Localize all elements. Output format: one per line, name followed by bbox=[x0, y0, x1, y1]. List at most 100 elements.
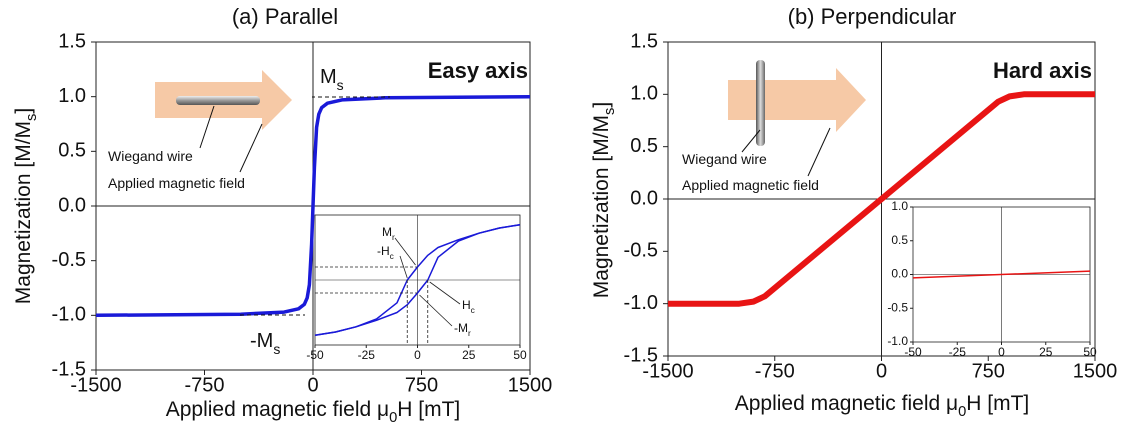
x-tick-label: 25 bbox=[462, 348, 476, 362]
y-tick-label: 0.0 bbox=[58, 194, 86, 216]
annotation: Hc bbox=[462, 298, 475, 315]
y-tick-label: 1.0 bbox=[891, 199, 908, 213]
annotation: Applied magnetic field bbox=[682, 177, 819, 193]
legend-label: Hard axis bbox=[993, 58, 1092, 83]
text-part: Applied magnetic field μ bbox=[166, 398, 389, 421]
x-tick-label: -750 bbox=[184, 374, 224, 396]
x-tick-label: -25 bbox=[949, 345, 967, 359]
pointer bbox=[419, 294, 453, 327]
x-tick-label: 750 bbox=[972, 360, 1005, 382]
y-tick-label: 1.5 bbox=[58, 30, 86, 52]
text-part: s bbox=[24, 114, 40, 121]
x-tick-label: -25 bbox=[358, 348, 376, 362]
pointer bbox=[429, 281, 461, 305]
series-group bbox=[95, 94, 531, 318]
text-part: H [mT] bbox=[397, 398, 460, 421]
annotation: Wiegand wire bbox=[682, 151, 767, 167]
text-part: 0 bbox=[389, 410, 397, 426]
pointer bbox=[399, 255, 408, 279]
wire bbox=[756, 60, 765, 146]
annotation: Applied magnetic field bbox=[108, 175, 245, 191]
data-line bbox=[912, 270, 1091, 279]
y-tick-label: 1.0 bbox=[58, 85, 86, 107]
text-part: Wiegand wire bbox=[108, 148, 193, 164]
sketch-parallel bbox=[155, 70, 292, 173]
y-tick-label: 1.5 bbox=[630, 30, 658, 52]
text-part: c bbox=[471, 305, 475, 315]
pointer bbox=[239, 123, 263, 173]
text-part: c bbox=[390, 251, 394, 261]
sketch-perpendicular bbox=[728, 60, 866, 177]
x-tick-label: -1500 bbox=[642, 360, 693, 382]
text-part: ] bbox=[12, 108, 35, 114]
annotation: Wiegand wire bbox=[108, 148, 193, 164]
text-part: -M bbox=[454, 321, 468, 335]
plots: -1500 -750 0 750 15001.51.00.50.0-0.5-1.0-1.… bbox=[12, 4, 1118, 426]
x-tick-label: 0 bbox=[876, 360, 887, 382]
chart-title: (a) Parallel bbox=[232, 4, 338, 29]
x-axis-label: Applied magnetic field μ0H [mT] bbox=[735, 392, 1030, 420]
y-axis-label: Magnetization [M/Ms] bbox=[590, 102, 618, 298]
x-tick-label: -1500 bbox=[70, 374, 121, 396]
x-tick-label: 25 bbox=[1039, 345, 1053, 359]
data-line bbox=[95, 94, 531, 318]
data-line bbox=[668, 91, 1095, 307]
y-axis-label: Magnetization [M/Ms] bbox=[12, 108, 40, 304]
text-part: Magnetization [M/M bbox=[12, 121, 35, 304]
legend-label: Easy axis bbox=[428, 58, 528, 83]
series-group bbox=[912, 270, 1091, 279]
x-tick-label: 0 bbox=[307, 374, 318, 396]
text-part: H [mT] bbox=[966, 392, 1029, 415]
y-tick-label: 0.0 bbox=[630, 187, 658, 209]
annotation: -Ms bbox=[250, 330, 280, 356]
text-part: Applied magnetic field bbox=[682, 177, 819, 193]
y-tick-label: 0.5 bbox=[891, 233, 908, 247]
text-part: Applied magnetic field μ bbox=[735, 392, 958, 415]
text-part: s bbox=[337, 77, 344, 93]
text-part: ] bbox=[590, 102, 613, 108]
text-part: s bbox=[273, 341, 280, 357]
text-part: M bbox=[382, 225, 392, 239]
x-tick-label: 1500 bbox=[508, 374, 553, 396]
text-part: 0 bbox=[958, 404, 966, 420]
pointer bbox=[807, 127, 831, 177]
pointer bbox=[199, 105, 215, 149]
y-tick-label: 0.0 bbox=[891, 267, 908, 281]
x-tick-label: 1500 bbox=[1073, 360, 1118, 382]
annotation: Ms bbox=[320, 66, 344, 92]
series-group bbox=[668, 91, 1095, 307]
pointer bbox=[741, 129, 761, 153]
text-part: H bbox=[462, 298, 471, 312]
y-tick-label: -1.5 bbox=[624, 344, 658, 366]
x-tick-label: 0 bbox=[414, 348, 421, 362]
y-tick-label: -0.5 bbox=[624, 240, 658, 262]
y-tick-label: 0.5 bbox=[58, 140, 86, 162]
chart-title: (b) Perpendicular bbox=[788, 4, 957, 29]
x-axis-label: Applied magnetic field μ0H [mT] bbox=[166, 398, 461, 426]
x-tick-label: -750 bbox=[755, 360, 795, 382]
text-part: -H bbox=[377, 244, 390, 258]
y-tick-label: -0.5 bbox=[52, 249, 86, 271]
wire bbox=[176, 96, 260, 105]
x-tick-label: -50 bbox=[306, 348, 324, 362]
y-tick-label: -1.0 bbox=[887, 334, 908, 348]
y-tick-label: -0.5 bbox=[887, 300, 908, 314]
text-part: Wiegand wire bbox=[682, 151, 767, 167]
x-tick-label: 0 bbox=[998, 345, 1005, 359]
x-tick-label: -50 bbox=[904, 345, 922, 359]
text-part: Applied magnetic field bbox=[108, 175, 245, 191]
text-part: r bbox=[392, 232, 395, 242]
y-tick-label: 1.0 bbox=[630, 83, 658, 105]
text-part: M bbox=[320, 66, 337, 88]
y-tick-label: -1.5 bbox=[52, 358, 86, 380]
y-tick-label: -1.0 bbox=[624, 292, 658, 314]
pointer bbox=[394, 237, 416, 266]
x-tick-label: 50 bbox=[513, 348, 527, 362]
annotation: -Hc bbox=[377, 244, 394, 261]
text-part: s bbox=[602, 108, 618, 115]
y-tick-label: -1.0 bbox=[52, 304, 86, 326]
text-part: -M bbox=[250, 330, 273, 352]
x-tick-label: 750 bbox=[405, 374, 438, 396]
text-part: Magnetization [M/M bbox=[590, 115, 613, 298]
